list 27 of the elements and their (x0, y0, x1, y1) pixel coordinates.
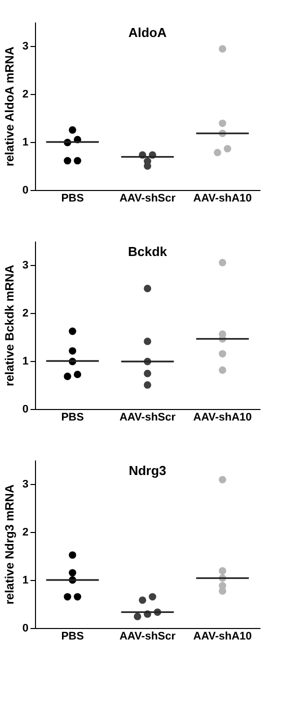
chart-title: Bckdk (128, 244, 168, 259)
x-tick-label: AAV-shScr (119, 630, 176, 642)
y-axis-title: relative Bckdk mRNA (2, 264, 16, 386)
x-tick-label: AAV-shScr (119, 412, 176, 424)
x-tick-label: AAV-shA10 (193, 192, 252, 204)
x-tick-label: PBS (61, 630, 84, 642)
y-axis-title: relative Ndrg3 mRNA (2, 484, 16, 605)
x-tick-label: PBS (61, 192, 84, 204)
chart-title: Ndrg3 (128, 463, 166, 478)
x-tick-label: AAV-shScr (119, 192, 176, 204)
y-tick-label: 2 (22, 526, 28, 538)
y-axis-title: relative AldoA mRNA (2, 46, 16, 166)
y-tick-label: 1 (22, 356, 28, 368)
y-tick-label: 1 (22, 136, 28, 148)
y-tick-label: 3 (22, 40, 28, 52)
x-tick-label: AAV-shA10 (193, 630, 252, 642)
x-tick-label: AAV-shA10 (193, 412, 252, 424)
y-tick-label: 3 (22, 478, 28, 490)
y-tick-label: 0 (22, 184, 28, 196)
x-tick-label: PBS (61, 412, 84, 424)
y-tick-label: 3 (22, 260, 28, 272)
chart-title: AldoA (128, 25, 168, 40)
y-tick-label: 2 (22, 88, 28, 100)
y-tick-label: 0 (22, 622, 28, 634)
y-tick-label: 2 (22, 308, 28, 320)
y-tick-label: 1 (22, 574, 28, 586)
y-tick-label: 0 (22, 404, 28, 416)
